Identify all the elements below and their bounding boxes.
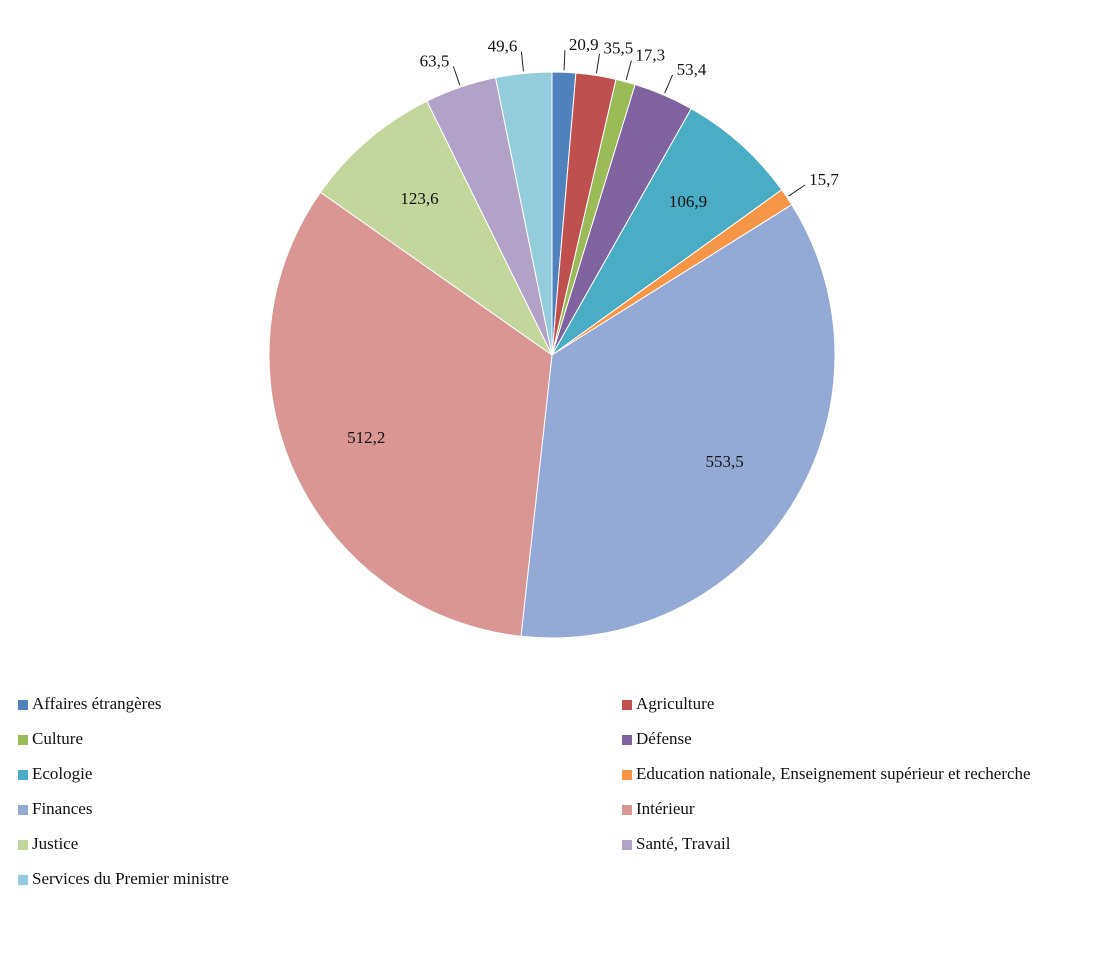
leader-line	[788, 184, 806, 197]
legend-swatch	[18, 735, 28, 745]
legend-label: Justice	[32, 834, 78, 853]
data-label: 49,6	[488, 36, 518, 55]
data-label: 512,2	[347, 428, 385, 447]
legend-label: Agriculture	[636, 694, 714, 713]
legend-label: Education nationale, Enseignement supéri…	[636, 764, 1031, 783]
legend-label: Finances	[32, 799, 92, 818]
legend-swatch	[18, 700, 28, 710]
data-label: 106,9	[669, 192, 707, 211]
data-label: 17,3	[635, 45, 665, 64]
legend-label: Ecologie	[32, 764, 92, 783]
data-label: 15,7	[809, 170, 839, 189]
legend-swatch	[622, 735, 632, 745]
leader-line	[625, 60, 632, 80]
legend-swatch	[622, 840, 632, 850]
data-label: 123,6	[400, 189, 438, 208]
legend-label: Défense	[636, 729, 692, 748]
data-label: 53,4	[677, 60, 707, 79]
legend-label: Affaires étrangères	[32, 694, 161, 713]
leader-line	[563, 50, 566, 71]
data-label: 553,5	[705, 452, 743, 471]
pie-slice	[319, 100, 553, 356]
legend-swatch	[622, 700, 632, 710]
legend-swatch	[622, 770, 632, 780]
pie-slice	[494, 71, 553, 356]
pie-slice	[520, 203, 836, 639]
legend-label: Intérieur	[636, 799, 695, 818]
leader-line	[595, 53, 601, 74]
legend-swatch	[18, 770, 28, 780]
legend-swatch	[622, 805, 632, 815]
data-label: 63,5	[420, 51, 450, 70]
data-label: 20,9	[569, 35, 599, 54]
legend-label: Services du Premier ministre	[32, 869, 229, 888]
legend-swatch	[18, 805, 28, 815]
legend-swatch	[18, 875, 28, 885]
pie-slice	[268, 191, 553, 637]
leader-line	[520, 51, 524, 72]
data-label: 35,5	[604, 39, 634, 58]
leader-line	[452, 66, 461, 86]
pie-slice	[551, 107, 783, 356]
leader-line	[664, 74, 674, 94]
legend-label: Culture	[32, 729, 83, 748]
legend-label: Santé, Travail	[636, 834, 731, 853]
legend-swatch	[18, 840, 28, 850]
